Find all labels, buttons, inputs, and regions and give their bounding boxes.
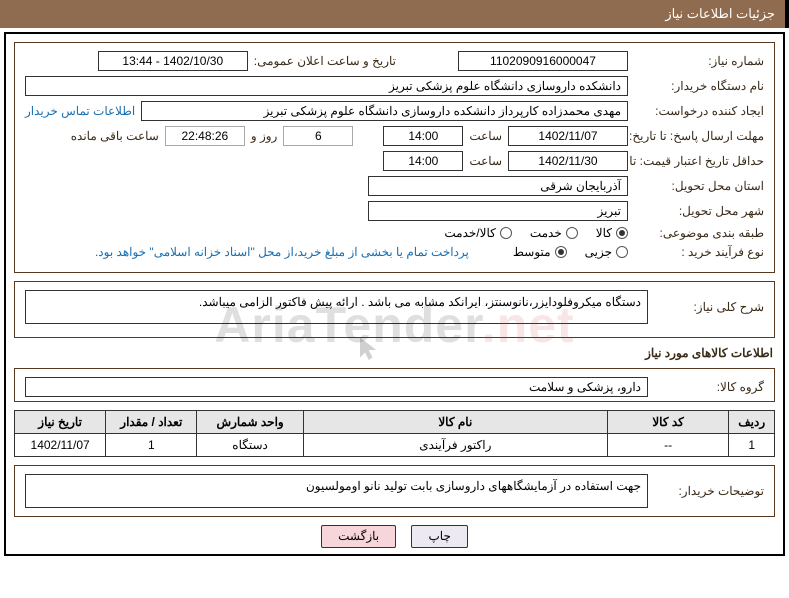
col-code: کد کالا <box>607 411 729 434</box>
process-medium-radio[interactable]: متوسط <box>513 245 567 259</box>
cell-qty: 1 <box>106 434 197 457</box>
page-header: جزئیات اطلاعات نیاز <box>0 0 789 28</box>
details-panel: شماره نیاز: 1102090916000047 تاریخ و ساع… <box>14 42 775 273</box>
process-detail-radio[interactable]: جزیی <box>585 245 628 259</box>
col-need-date: تاریخ نیاز <box>15 411 106 434</box>
hour-label-2: ساعت <box>469 154 502 168</box>
province-label: استان محل تحویل: <box>634 179 764 193</box>
cell-unit: دستگاه <box>197 434 303 457</box>
radio-icon <box>500 227 512 239</box>
print-button[interactable]: چاپ <box>411 525 467 548</box>
cell-name: راکتور فرآیندی <box>303 434 607 457</box>
cell-code: -- <box>607 434 729 457</box>
cell-need-date: 1402/11/07 <box>15 434 106 457</box>
need-desc-text: دستگاه میکروفلودایزر،نانوسنتز، ایرانکد م… <box>25 290 648 324</box>
response-time-value: 14:00 <box>383 126 463 146</box>
buyer-agency-value: دانشکده داروسازی دانشگاه علوم پزشکی تبری… <box>25 76 628 96</box>
buyer-contact-link[interactable]: اطلاعات تماس خریدار <box>25 104 135 118</box>
category-service-radio[interactable]: خدمت <box>530 226 578 240</box>
outer-frame: شماره نیاز: 1102090916000047 تاریخ و ساع… <box>4 32 785 556</box>
requester-label: ایجاد کننده درخواست: <box>634 104 764 118</box>
city-label: شهر محل تحویل: <box>634 204 764 218</box>
col-row: ردیف <box>729 411 775 434</box>
radio-icon <box>616 246 628 258</box>
table-header-row: ردیف کد کالا نام کالا واحد شمارش تعداد /… <box>15 411 775 434</box>
radio-icon <box>616 227 628 239</box>
days-suffix: روز و <box>251 129 278 143</box>
items-section-title: اطلاعات کالاهای مورد نیاز <box>16 346 773 360</box>
buyer-notes-label: توضیحات خریدار: <box>654 484 764 498</box>
valid-until-date-value: 1402/11/30 <box>508 151 628 171</box>
valid-until-time-value: 14:00 <box>383 151 463 171</box>
process-type-label: نوع فرآیند خرید : <box>634 245 764 259</box>
col-qty: تعداد / مقدار <box>106 411 197 434</box>
city-value: تبریز <box>368 201 628 221</box>
items-table: ردیف کد کالا نام کالا واحد شمارش تعداد /… <box>14 410 775 457</box>
page-title: جزئیات اطلاعات نیاز <box>665 6 775 21</box>
table-row: 1 -- راکتور فرآیندی دستگاه 1 1402/11/07 <box>15 434 775 457</box>
group-panel: گروه کالا: دارو، پزشکی و سلامت <box>14 368 775 402</box>
category-label: طبقه بندی موضوعی: <box>634 226 764 240</box>
description-panel: شرح کلی نیاز: دستگاه میکروفلودایزر،نانوس… <box>14 281 775 338</box>
requester-value: مهدی محمدزاده کارپرداز دانشکده داروسازی … <box>141 101 628 121</box>
payment-note: پرداخت تمام یا بخشی از مبلغ خرید،از محل … <box>95 245 469 259</box>
button-row: چاپ بازگشت <box>6 525 783 548</box>
announce-dt-label: تاریخ و ساعت اعلان عمومی: <box>254 54 396 68</box>
response-deadline-label: مهلت ارسال پاسخ: تا تاریخ: <box>634 129 764 143</box>
remaining-suffix: ساعت باقی مانده <box>71 129 159 143</box>
buyer-notes-panel: توضیحات خریدار: جهت استفاده در آزمایشگاه… <box>14 465 775 517</box>
province-value: آذربایجان شرقی <box>368 176 628 196</box>
need-number-value: 1102090916000047 <box>458 51 628 71</box>
valid-until-label: حداقل تاریخ اعتبار قیمت: تا تاریخ: <box>634 154 764 168</box>
announce-dt-value: 13:44 - 1402/10/30 <box>98 51 248 71</box>
col-name: نام کالا <box>303 411 607 434</box>
category-goods-service-radio[interactable]: کالا/خدمت <box>444 226 511 240</box>
buyer-notes-text: جهت استفاده در آزمایشگاههای داروسازی باب… <box>25 474 648 508</box>
need-number-label: شماره نیاز: <box>634 54 764 68</box>
group-value: دارو، پزشکی و سلامت <box>25 377 648 397</box>
category-goods-radio[interactable]: کالا <box>596 226 628 240</box>
group-label: گروه کالا: <box>654 380 764 394</box>
response-date-value: 1402/11/07 <box>508 126 628 146</box>
radio-icon <box>566 227 578 239</box>
hour-label-1: ساعت <box>469 129 502 143</box>
buyer-agency-label: نام دستگاه خریدار: <box>634 79 764 93</box>
countdown-value: 22:48:26 <box>165 126 245 146</box>
cell-row: 1 <box>729 434 775 457</box>
days-remaining-value: 6 <box>283 126 353 146</box>
radio-icon <box>555 246 567 258</box>
need-desc-label: شرح کلی نیاز: <box>654 300 764 314</box>
back-button[interactable]: بازگشت <box>321 525 396 548</box>
col-unit: واحد شمارش <box>197 411 303 434</box>
